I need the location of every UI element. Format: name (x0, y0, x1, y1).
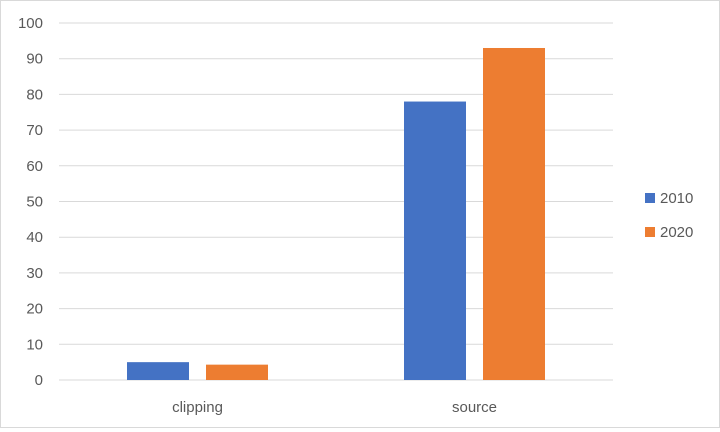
x-category-label: source (452, 399, 497, 416)
x-axis-category-labels: clipping source (172, 399, 497, 416)
y-tick-label: 60 (26, 158, 43, 175)
legend-label: 2020 (660, 224, 693, 241)
y-tick-label: 20 (26, 301, 43, 318)
bar-source-2020 (483, 47, 545, 381)
bar-clipping-2020 (206, 364, 268, 380)
y-tick-label: 100 (18, 15, 43, 32)
y-tick-label: 50 (26, 194, 43, 211)
legend: 2010 2020 (645, 190, 693, 241)
bar-source-2010 (404, 101, 466, 380)
y-tick-label: 30 (26, 265, 43, 282)
y-tick-label: 90 (26, 51, 43, 68)
y-tick-label: 40 (26, 229, 43, 246)
y-tick-label: 80 (26, 86, 43, 103)
bar-clipping-2010 (127, 362, 189, 380)
y-tick-label: 70 (26, 122, 43, 139)
legend-label: 2010 (660, 190, 693, 207)
y-axis-tick-labels: 0 10 20 30 40 50 60 70 80 90 100 (18, 15, 43, 389)
y-tick-label: 10 (26, 336, 43, 353)
legend-swatch-2020 (645, 227, 655, 237)
y-tick-label: 0 (35, 372, 43, 389)
bars (127, 47, 545, 381)
x-category-label: clipping (172, 399, 223, 416)
legend-swatch-2010 (645, 193, 655, 203)
